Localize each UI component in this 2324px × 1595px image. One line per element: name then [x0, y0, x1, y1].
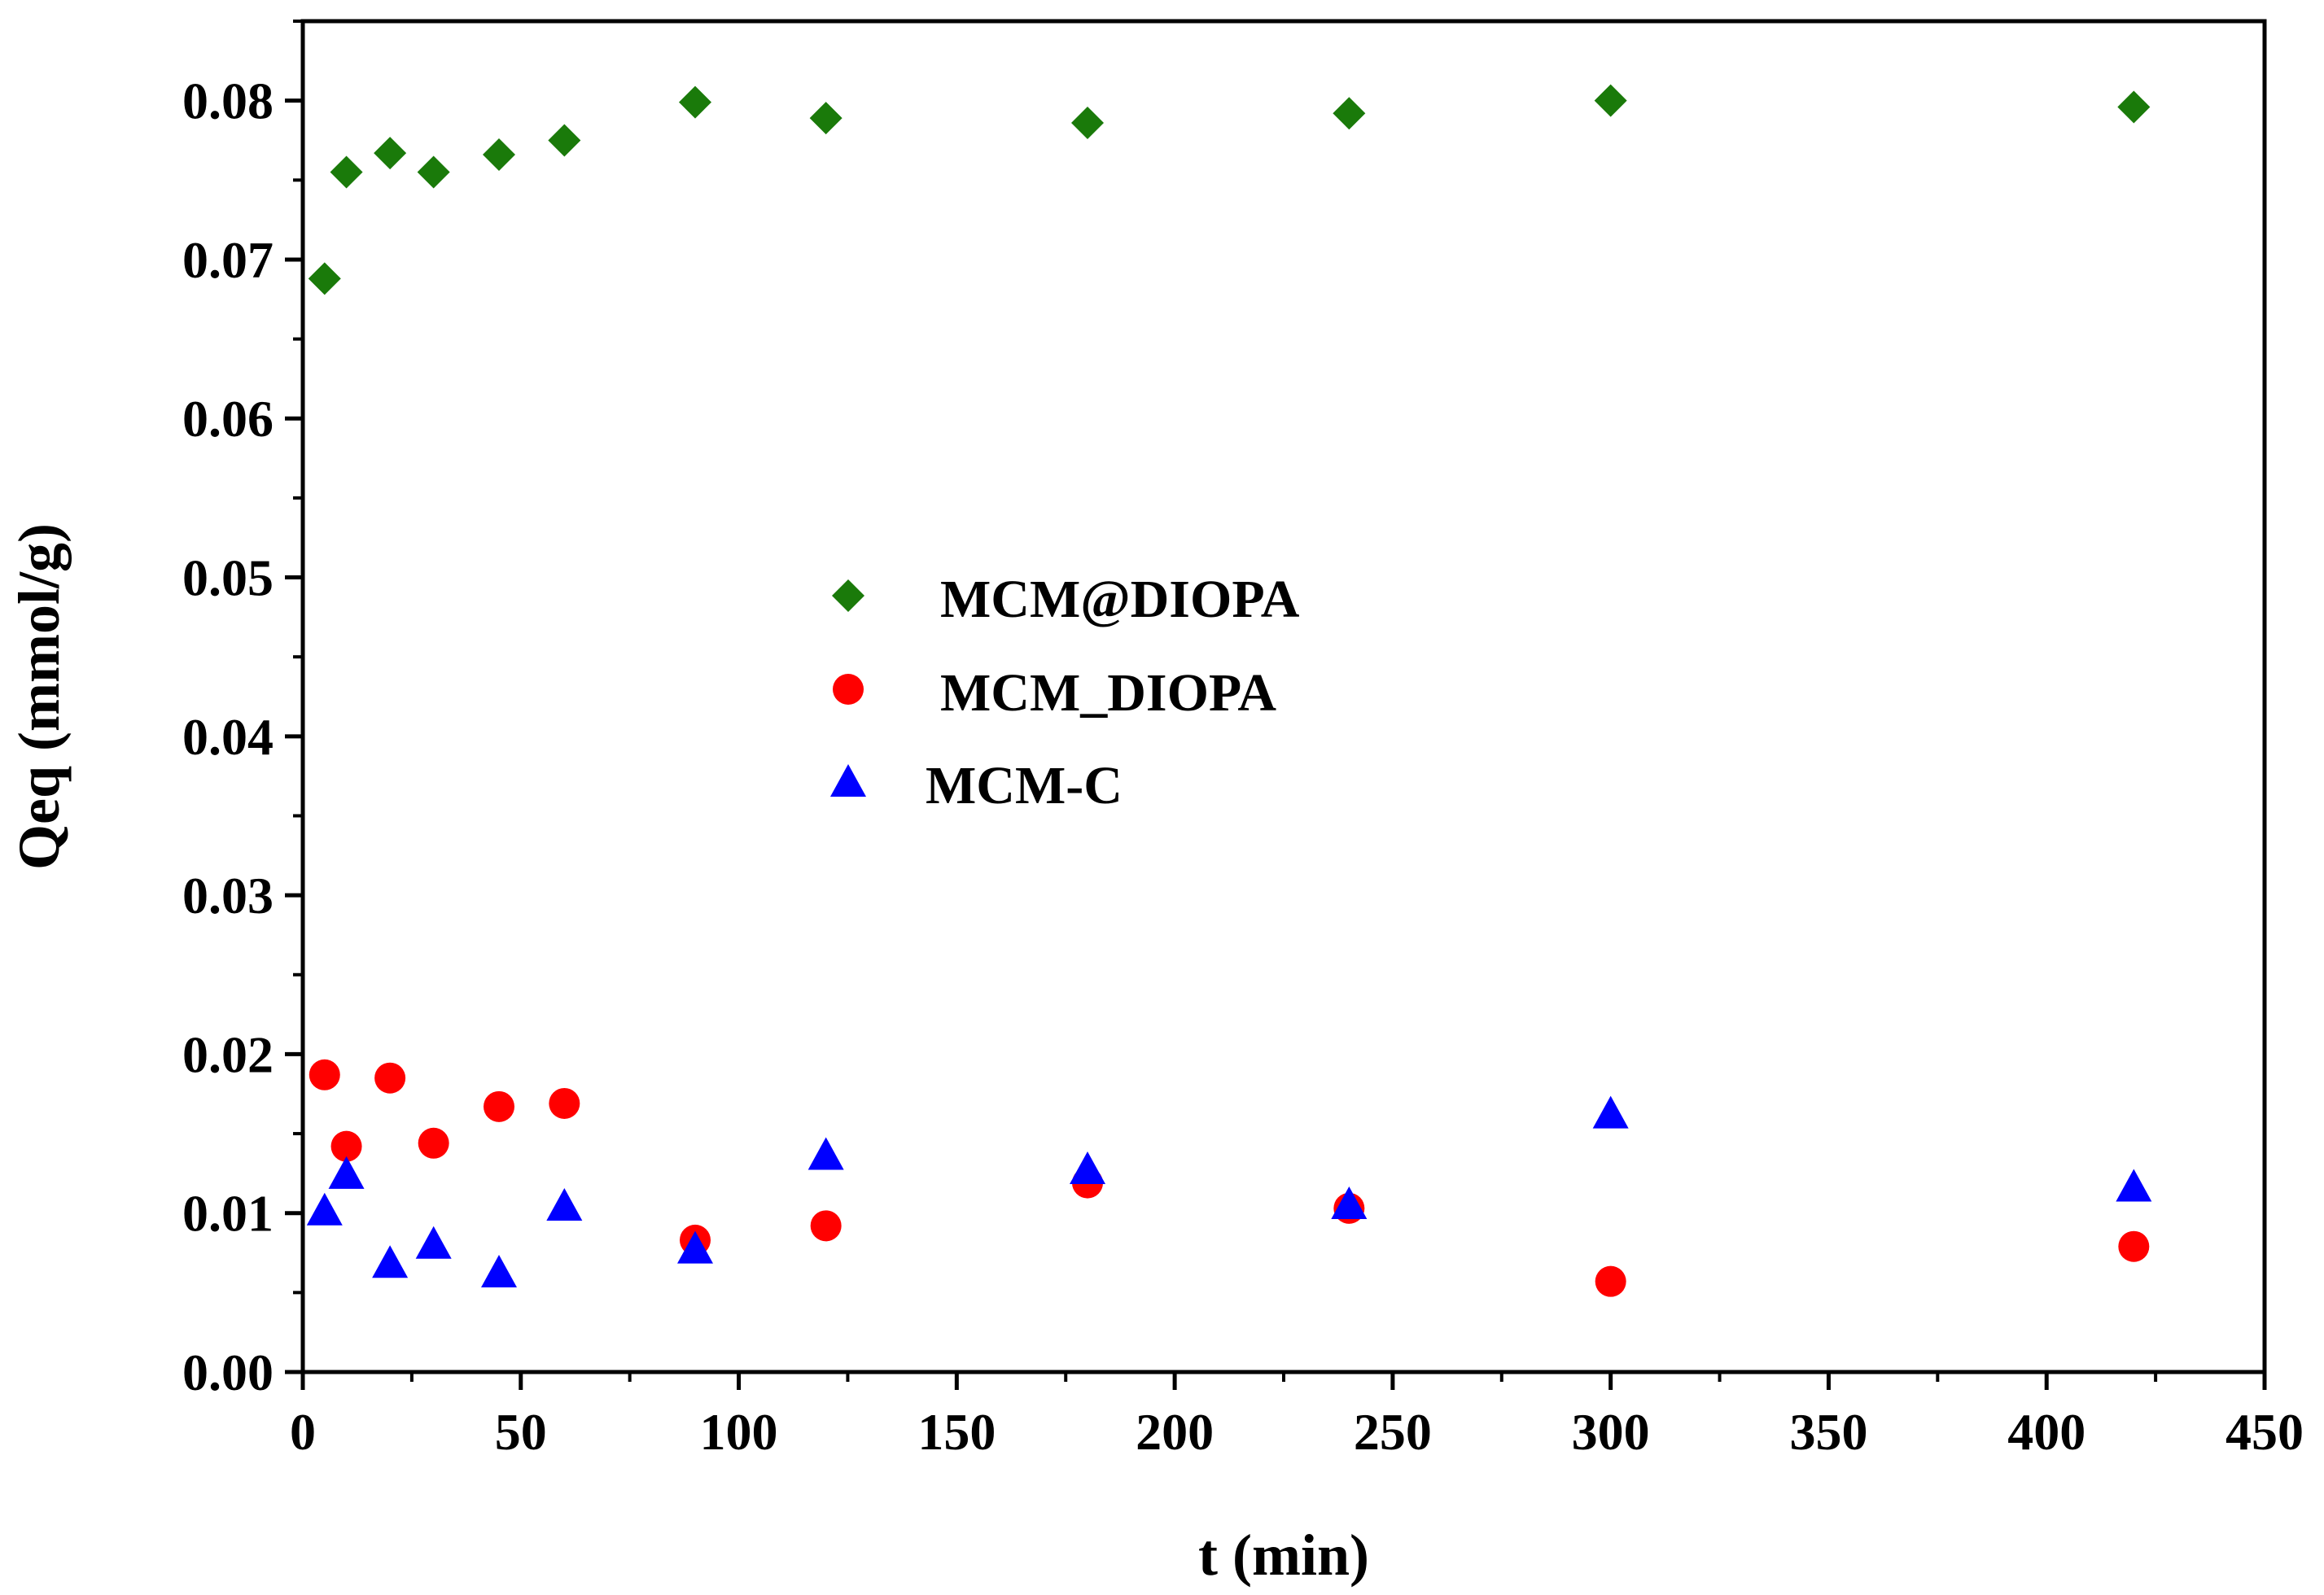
x-tick-label: 0	[290, 1403, 316, 1461]
x-axis-title: t (min)	[1198, 1523, 1369, 1588]
y-tick-label: 0.00	[182, 1344, 274, 1401]
point-mcm-c	[372, 1245, 409, 1278]
x-axis-tick-labels: 0 50 100 150 200 250 300 350 400 450	[290, 1403, 2304, 1461]
point-mcm-c	[306, 1192, 343, 1226]
y-tick-label: 0.04	[182, 708, 274, 766]
x-tick-label: 450	[2226, 1403, 2304, 1461]
point-mcm-diopa	[2117, 90, 2151, 124]
point-mcm-diopa	[374, 137, 407, 170]
x-axis-ticks	[300, 1372, 2267, 1390]
y-axis-title: Qeq (mmol/g)	[7, 523, 72, 870]
legend-marker-mcm-diopa	[832, 579, 864, 612]
point-mcm-c	[2116, 1169, 2152, 1202]
point-mcm-diopa	[1333, 97, 1366, 130]
point-mcm-c	[546, 1187, 583, 1221]
point-mcm-c	[1331, 1186, 1368, 1219]
point-mcm-diopa	[549, 1087, 580, 1119]
point-mcm-diopa	[417, 155, 450, 189]
data-points	[306, 84, 2152, 1297]
x-tick-label: 300	[1572, 1403, 1650, 1461]
point-mcm-diopa	[374, 1062, 406, 1094]
point-mcm-diopa	[309, 1059, 340, 1090]
point-mcm-c	[1070, 1151, 1105, 1185]
point-mcm-c	[328, 1156, 365, 1189]
legend-label-mcm-c: MCM-C	[926, 756, 1123, 815]
x-tick-label: 100	[700, 1403, 778, 1461]
x-tick-label: 200	[1136, 1403, 1214, 1461]
y-tick-label: 0.05	[182, 549, 274, 607]
point-mcm-diopa	[1595, 1265, 1626, 1297]
point-mcm-diopa	[810, 1210, 842, 1242]
point-mcm-c	[415, 1226, 452, 1259]
y-axis-tick-labels: 0.00 0.01 0.02 0.03 0.04 0.05 0.06 0.07 0.08	[182, 72, 274, 1401]
y-tick-label: 0.06	[182, 390, 274, 448]
point-mcm-diopa	[483, 138, 515, 172]
y-tick-label: 0.08	[182, 72, 274, 130]
legend-marker-mcm-c	[830, 764, 866, 797]
legend: MCM@DIOPA MCM_DIOPA MCM-C	[830, 570, 1300, 815]
y-tick-label: 0.07	[182, 231, 274, 289]
point-mcm-diopa	[418, 1127, 449, 1159]
legend-label-mcm-diopa: MCM_DIOPA	[940, 663, 1276, 723]
y-tick-label: 0.01	[182, 1185, 274, 1243]
point-mcm-diopa	[484, 1090, 514, 1122]
point-mcm-diopa	[809, 102, 843, 135]
y-axis-ticks	[285, 20, 303, 1374]
point-mcm-diopa	[2118, 1230, 2150, 1262]
legend-markers	[830, 579, 866, 797]
x-tick-label: 350	[1789, 1403, 1867, 1461]
y-tick-label: 0.03	[182, 867, 274, 924]
point-mcm-diopa	[1594, 84, 1627, 117]
x-tick-label: 250	[1354, 1403, 1432, 1461]
point-mcm-diopa	[330, 155, 363, 189]
point-mcm-diopa	[1071, 106, 1104, 139]
point-mcm-c	[677, 1230, 713, 1264]
point-mcm-diopa	[548, 124, 581, 157]
point-mcm-c	[481, 1254, 517, 1287]
plot-frame	[300, 19, 2267, 1374]
point-mcm-diopa	[679, 85, 711, 119]
x-tick-label: 50	[495, 1403, 547, 1461]
point-mcm-c	[1592, 1095, 1629, 1129]
point-mcm-c	[807, 1137, 844, 1170]
x-tick-label: 150	[917, 1403, 996, 1461]
legend-marker-mcm-diopa	[833, 674, 864, 705]
x-tick-label: 400	[2007, 1403, 2085, 1461]
point-mcm-diopa	[330, 1130, 362, 1162]
y-tick-label: 0.02	[182, 1025, 274, 1083]
legend-label-mcm-at-diopa: MCM@DIOPA	[940, 570, 1300, 629]
point-mcm-diopa	[308, 262, 341, 295]
